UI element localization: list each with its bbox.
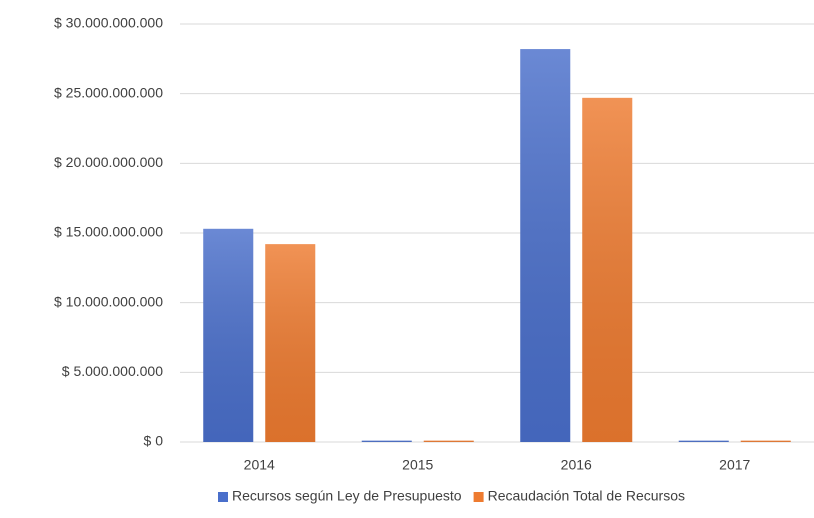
x-tick-label: 2017 [719,457,750,473]
y-tick-label: $ 5.000.000.000 [62,363,163,379]
y-tick-label: $ 30.000.000.000 [54,15,163,31]
bar [361,440,412,442]
y-tick-label: $ 10.000.000.000 [54,293,163,309]
bar [740,440,791,442]
legend-swatch [473,492,484,502]
bar [423,440,474,442]
y-tick-label: $ 15.000.000.000 [54,224,163,240]
legend-label: Recursos según Ley de Presupuesto [232,488,462,504]
x-tick-label: 2014 [244,457,275,473]
bar [678,440,729,442]
bar [520,49,571,442]
x-tick-label: 2015 [402,457,433,473]
legend-label: Recaudación Total de Recursos [488,488,685,504]
bar [265,244,316,442]
y-tick-label: $ 20.000.000.000 [54,154,163,170]
y-tick-label: $ 25.000.000.000 [54,84,163,100]
bar [203,228,254,442]
legend-swatch [218,492,228,502]
bar [582,97,633,442]
y-tick-label: $ 0 [144,433,164,449]
x-tick-label: 2016 [561,457,592,473]
